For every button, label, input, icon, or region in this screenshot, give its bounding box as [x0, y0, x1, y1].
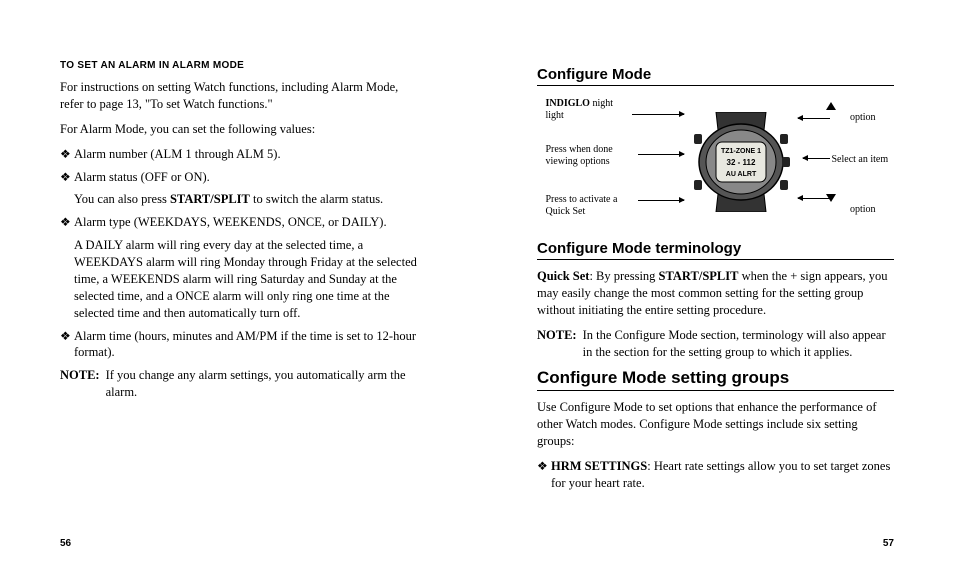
- callout-option-down: option: [850, 204, 876, 216]
- watch-svg: TZ1-ZONE 1 32 - 112 AU ALRT: [686, 112, 796, 212]
- page-number-57: 57: [883, 538, 894, 549]
- terminology-heading: Configure Mode terminology: [537, 240, 894, 260]
- display-line-3: AU ALRT: [725, 171, 756, 178]
- arrow-icon: [798, 118, 830, 119]
- arrow-icon: [803, 158, 830, 159]
- configure-mode-heading: Configure Mode: [537, 66, 894, 86]
- alarm-intro-2: For Alarm Mode, you can set the followin…: [60, 121, 417, 138]
- triangle-up-icon: [826, 102, 836, 110]
- terminology-note: NOTE: In the Configure Mode section, ter…: [537, 327, 894, 361]
- callout-quickset: Press to activate a Quick Set: [546, 194, 636, 217]
- display-line-1: TZ1-ZONE 1: [720, 148, 760, 155]
- arrow-icon: [798, 198, 830, 199]
- display-line-2: 32 - 112: [726, 158, 755, 167]
- bullet-hrm: ❖ HRM SETTINGS: Heart rate settings allo…: [537, 458, 894, 492]
- bullet-alarm-time: ❖ Alarm time (hours, minutes and AM/PM i…: [60, 328, 417, 362]
- quickset-definition: Quick Set: By pressing START/SPLIT when …: [537, 268, 894, 319]
- callout-select: Select an item: [832, 154, 904, 166]
- bullet-alarm-type: ❖ Alarm type (WEEKDAYS, WEEKENDS, ONCE, …: [60, 214, 417, 231]
- arrow-icon: [638, 154, 684, 155]
- setting-groups-intro: Use Configure Mode to set options that e…: [537, 399, 894, 450]
- setting-groups-heading: Configure Mode setting groups: [537, 368, 894, 391]
- alarm-note: NOTE: If you change any alarm settings, …: [60, 367, 417, 401]
- watch-diagram: INDIGLO night light Press when done view…: [546, 94, 886, 234]
- alarm-intro-1: For instructions on setting Watch functi…: [60, 79, 417, 113]
- watch-illustration: TZ1-ZONE 1 32 - 112 AU ALRT: [686, 112, 796, 212]
- callout-done: Press when done viewing options: [546, 144, 636, 167]
- arrow-icon: [632, 114, 684, 115]
- diamond-icon: ❖: [537, 458, 551, 492]
- callout-indiglo: INDIGLO night light: [546, 98, 626, 121]
- callout-option-up: option: [850, 112, 876, 124]
- page-56: TO SET AN ALARM IN ALARM MODE For instru…: [0, 40, 477, 553]
- diamond-icon: ❖: [60, 214, 74, 231]
- diamond-icon: ❖: [60, 328, 74, 362]
- alarm-type-sub: A DAILY alarm will ring every day at the…: [74, 237, 417, 321]
- page-number-56: 56: [60, 538, 71, 549]
- bullet-alarm-number: ❖ Alarm number (ALM 1 through ALM 5).: [60, 146, 417, 163]
- diamond-icon: ❖: [60, 169, 74, 186]
- alarm-status-sub: You can also press START/SPLIT to switch…: [74, 191, 417, 208]
- page-57: Configure Mode INDIGLO night light Press…: [477, 40, 954, 553]
- diamond-icon: ❖: [60, 146, 74, 163]
- page-spread: TO SET AN ALARM IN ALARM MODE For instru…: [0, 0, 954, 573]
- alarm-subhead: TO SET AN ALARM IN ALARM MODE: [60, 60, 417, 71]
- bullet-alarm-status: ❖ Alarm status (OFF or ON).: [60, 169, 417, 186]
- arrow-icon: [638, 200, 684, 201]
